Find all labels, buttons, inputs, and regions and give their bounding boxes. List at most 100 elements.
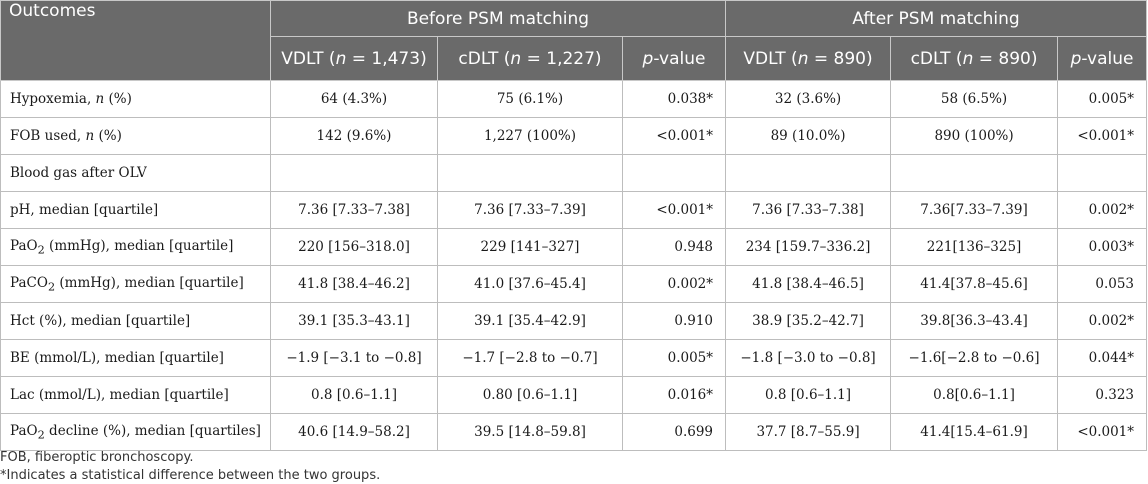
value-cell: 41.4[37.8–45.6]	[890, 265, 1059, 303]
value-cell: 58 (6.5%)	[890, 80, 1059, 118]
value-cell	[890, 154, 1059, 192]
value-cell: −1.6[−2.8 to −0.6]	[890, 339, 1059, 377]
value-cell: 0.8 [0.6–1.1]	[270, 376, 438, 414]
table-row: PaCO2 (mmHg), median [quartile] 41.8 [38.…	[0, 265, 1148, 303]
column-header: VDLT (n = 890)	[725, 36, 892, 81]
outcomes-header: Outcomes	[0, 0, 271, 81]
column-header: p-value	[621, 36, 727, 81]
value-cell: 32 (3.6%)	[725, 80, 892, 118]
value-cell: 41.8 [38.4–46.2]	[270, 265, 438, 303]
row-label-italic: n	[85, 128, 95, 144]
p-value-cell: 0.002*	[1057, 191, 1148, 229]
value-cell: 0.8 [0.6–1.1]	[725, 376, 892, 414]
value-cell: −1.8 [−3.0 to −0.8]	[725, 339, 892, 377]
column-header-italic: n	[335, 48, 347, 69]
column-header-italic: p	[1070, 48, 1082, 69]
column-header-suffix: = 1,227)	[521, 48, 602, 69]
row-label-text: Lac (mmol/L), median [quartile]	[10, 387, 229, 403]
column-header-italic: n	[797, 48, 809, 69]
row-label: PaO2 decline (%), median [quartiles]	[0, 413, 271, 451]
value-cell: 0.80 [0.6–1.1]	[437, 376, 623, 414]
p-value-cell	[1057, 154, 1148, 192]
row-label-suffix: (mmHg), median [quartile]	[55, 274, 244, 291]
value-cell: 7.36 [7.33–7.38]	[270, 191, 438, 229]
table-row: pH, median [quartile] 7.36 [7.33–7.38] 7.3…	[0, 191, 1148, 229]
row-label: Blood gas after OLV	[0, 154, 271, 192]
value-cell: 41.4[15.4–61.9]	[890, 413, 1059, 451]
value-cell: 89 (10.0%)	[725, 117, 892, 155]
row-label: PaO2 (mmHg), median [quartile]	[0, 228, 271, 266]
value-cell	[437, 154, 623, 192]
table-row: Blood gas after OLV	[0, 154, 1148, 192]
value-cell: 41.8 [38.4–46.5]	[725, 265, 892, 303]
p-value-cell: 0.002*	[1057, 302, 1148, 340]
row-label-text: FOB used,	[10, 128, 86, 144]
row-label-text: Hct (%), median [quartile]	[10, 313, 191, 329]
table-row: Hct (%), median [quartile] 39.1 [35.3–43.…	[0, 302, 1148, 340]
value-cell: 7.36 [7.33–7.39]	[437, 191, 623, 229]
column-header: VDLT (n = 1,473)	[270, 36, 438, 81]
table-row: BE (mmol/L), median [quartile] −1.9 [−3.1…	[0, 339, 1148, 377]
value-cell: 890 (100%)	[890, 117, 1059, 155]
table-header: Outcomes Before PSM matching After PSM m…	[0, 0, 1148, 81]
row-label-suffix: (%)	[94, 128, 122, 144]
row-label-text: PaO	[10, 422, 38, 439]
p-value-cell: 0.016*	[621, 376, 727, 414]
row-label: Lac (mmol/L), median [quartile]	[0, 376, 271, 414]
p-value-cell: 0.699	[621, 413, 727, 451]
row-label-italic: n	[95, 91, 105, 107]
footnote-abbreviation: FOB, fiberoptic bronchoscopy.	[0, 450, 194, 465]
column-header-suffix: -value	[1081, 48, 1134, 69]
value-cell: 229 [141–327]	[437, 228, 623, 266]
row-label-text: pH, median [quartile]	[10, 202, 159, 218]
p-value-cell	[621, 154, 727, 192]
p-value-cell: 0.323	[1057, 376, 1148, 414]
column-header-italic: n	[510, 48, 522, 69]
value-cell: 1,227 (100%)	[437, 117, 623, 155]
p-value-cell: 0.044*	[1057, 339, 1148, 377]
before-psm-header: Before PSM matching	[269, 0, 727, 37]
value-cell: 39.5 [14.8–59.8]	[437, 413, 623, 451]
row-label-subscript: 2	[47, 280, 56, 294]
value-cell: 234 [159.7–336.2]	[725, 228, 892, 266]
column-header-text: VDLT (	[743, 48, 798, 69]
row-label: BE (mmol/L), median [quartile]	[0, 339, 271, 377]
row-label-text: Blood gas after OLV	[10, 165, 147, 181]
p-value-cell: <0.001*	[1057, 413, 1148, 451]
table-row: Lac (mmol/L), median [quartile] 0.8 [0.6–…	[0, 376, 1148, 414]
p-value-cell: <0.001*	[621, 117, 727, 155]
p-value-cell: 0.053	[1057, 265, 1148, 303]
row-label-text: Hypoxemia,	[10, 91, 96, 107]
p-value-cell: 0.038*	[621, 80, 727, 118]
value-cell: 75 (6.1%)	[437, 80, 623, 118]
row-label-subscript: 2	[37, 428, 45, 442]
column-header-italic: n	[962, 48, 974, 69]
p-value-cell: 0.005*	[1057, 80, 1148, 118]
column-header-text: VDLT (	[281, 48, 336, 69]
header-row-groups: Outcomes Before PSM matching After PSM m…	[0, 0, 1148, 81]
footnote-significance: *Indicates a statistical difference betw…	[0, 468, 381, 483]
column-header-suffix: = 890)	[808, 48, 873, 69]
value-cell	[270, 154, 438, 192]
table-row: PaO2 (mmHg), median [quartile] 220 [156–3…	[0, 228, 1148, 266]
p-value-cell: 0.003*	[1057, 228, 1148, 266]
value-cell	[725, 154, 892, 192]
row-label: PaCO2 (mmHg), median [quartile]	[0, 265, 271, 303]
value-cell: 7.36 [7.33–7.38]	[725, 191, 892, 229]
row-label-text: PaCO	[10, 274, 48, 291]
value-cell: 37.7 [8.7–55.9]	[725, 413, 892, 451]
column-header: cDLT (n = 1,227)	[437, 36, 623, 81]
outcomes-table: Outcomes Before PSM matching After PSM m…	[0, 0, 1148, 451]
row-label-suffix: (mmHg), median [quartile]	[44, 237, 234, 254]
p-value-cell: 0.005*	[621, 339, 727, 377]
value-cell: 0.8[0.6–1.1]	[890, 376, 1059, 414]
value-cell: 7.36[7.33–7.39]	[890, 191, 1059, 229]
column-header-suffix: = 890)	[973, 48, 1038, 69]
value-cell: 64 (4.3%)	[270, 80, 438, 118]
column-header-suffix: -value	[653, 48, 706, 69]
row-label: pH, median [quartile]	[0, 191, 271, 229]
column-header-suffix: = 1,473)	[346, 48, 427, 69]
p-value-cell: <0.001*	[1057, 117, 1148, 155]
value-cell: 38.9 [35.2–42.7]	[725, 302, 892, 340]
column-header-italic: p	[642, 48, 654, 69]
